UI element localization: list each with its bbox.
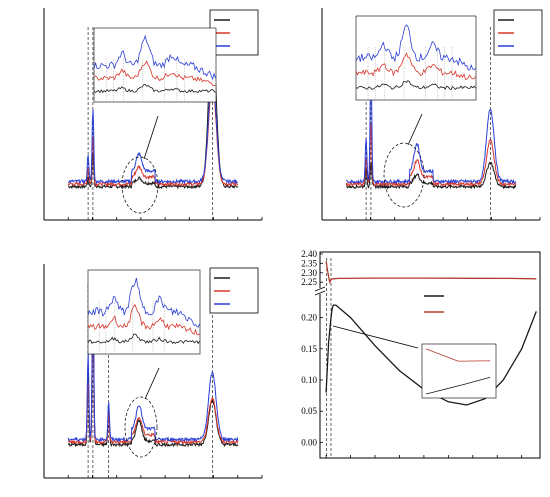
series-line-S3: [67, 329, 239, 445]
inset-plot: [421, 343, 497, 399]
series-line-R3: [67, 294, 239, 448]
inset-frame: [421, 343, 497, 399]
highlight-ellipse: [121, 156, 159, 214]
series-line-T3: [67, 304, 239, 443]
inset-pointer-arrow: [332, 325, 419, 349]
inset-series-line-T1: [93, 34, 216, 81]
inset-series-line-T3: [87, 277, 200, 328]
series-line-eta-beta: [325, 261, 537, 285]
series-line-S1: [67, 82, 239, 188]
series-line-T2: [345, 64, 517, 185]
y-tick-label: 2.40: [301, 249, 317, 259]
plot-frame: [319, 251, 541, 459]
inset-series-line-S1: [93, 60, 216, 87]
inset-plot: [93, 27, 217, 103]
inset-pointer-arrow: [143, 115, 159, 160]
inset-plot: [355, 15, 477, 101]
highlight-ellipse: [124, 396, 158, 458]
inset-series-line-S2: [355, 52, 476, 80]
y-tick-label: 0.10: [301, 375, 317, 385]
chart-panel-c: [43, 264, 263, 479]
inset-series-line-R1: [93, 84, 216, 94]
y-tick-label: 0.20: [301, 313, 317, 323]
inset-pointer-arrow: [144, 367, 160, 400]
inset-plot: [87, 269, 201, 355]
inset-series-line-T2: [355, 24, 476, 71]
inset-series-line-S3: [87, 304, 200, 336]
legend: [424, 295, 444, 313]
axis-break-gap: [316, 288, 324, 294]
y-tick-label: 2.35: [301, 258, 317, 268]
y-tick-label: 0.00: [301, 437, 317, 447]
y-tick-label: 0.05: [301, 406, 317, 416]
axis-break-mark: [314, 286, 326, 292]
chart-panel-a: [43, 8, 263, 221]
y-tick-label: 2.25: [301, 277, 317, 287]
axis-break-mark: [314, 290, 326, 296]
inset-pointer-arrow: [407, 113, 423, 146]
chart-panel-d: 0.00 0.05 0.10 0.15 0.20 2.252.302.352.40: [301, 249, 541, 459]
chart-panel-b: [321, 8, 543, 221]
inset-series-line-R2: [355, 80, 476, 91]
inset-series-line-eta-alpha-gamma: [425, 376, 491, 395]
highlight-ellipse: [383, 142, 425, 208]
legend-box: [209, 9, 259, 56]
y-tick-label: 2.30: [301, 268, 317, 278]
series-line-S2: [345, 123, 517, 187]
inset-series-line-eta-beta: [425, 348, 491, 362]
inset-series-line-R3: [87, 333, 200, 345]
y-tick-label: 0.15: [301, 344, 317, 354]
